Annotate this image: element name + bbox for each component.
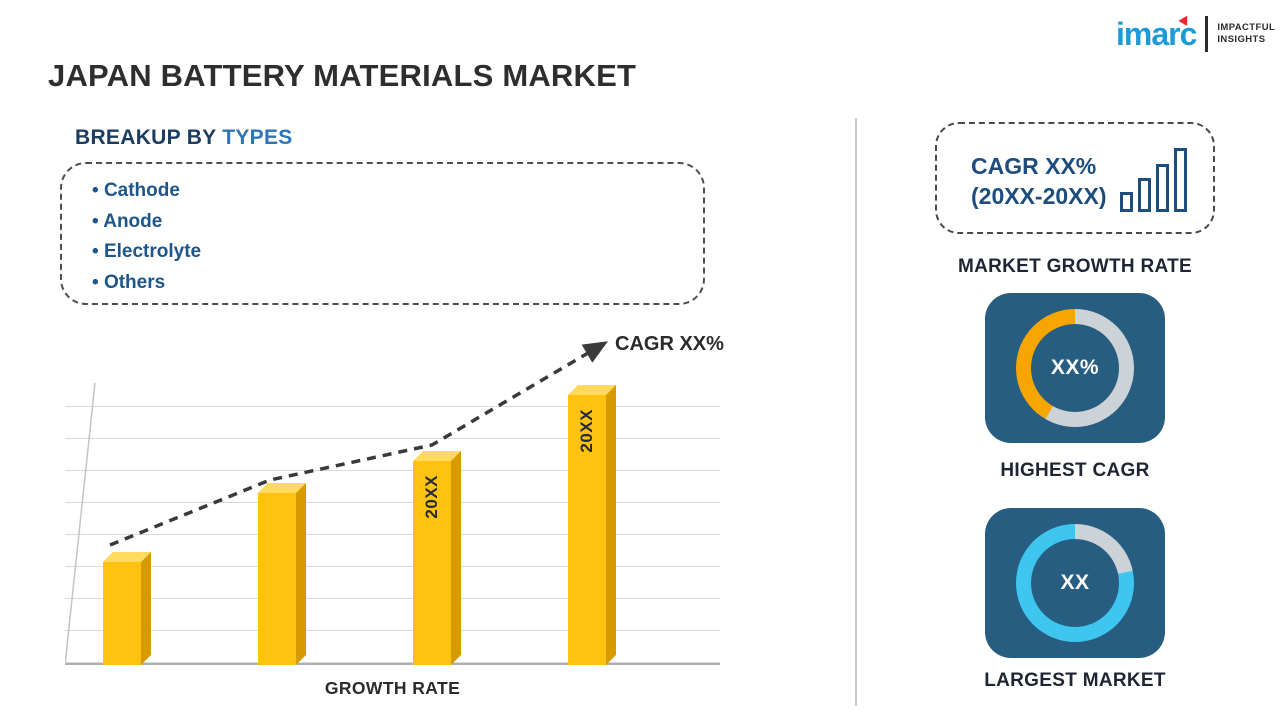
chart-plot-area [65, 378, 720, 665]
vertical-divider [855, 118, 857, 706]
bar-icon-2 [1138, 178, 1151, 212]
logo-tagline-line2: INSIGHTS [1217, 34, 1266, 45]
breakup-list: Cathode Anode Electrolyte Others [62, 164, 703, 298]
cagr-box-text: CAGR XX% (20XX-20XX) [971, 151, 1107, 211]
bar-icon-1 [1120, 192, 1133, 212]
list-item: Anode [92, 207, 703, 238]
cagr-annotation: CAGR XX% [615, 333, 724, 355]
logo-brand-text: imarc [1116, 16, 1197, 52]
bar-4: 20XX [568, 385, 616, 665]
largest-market-value: XX [1060, 571, 1090, 594]
breakup-heading-prefix: BREAKUP BY [75, 126, 217, 149]
logo-tagline-line1: IMPACTFUL [1217, 22, 1276, 33]
highest-cagr-value: XX% [1050, 356, 1100, 379]
bar-icon-4 [1174, 148, 1187, 212]
bar-label: 20XX [577, 409, 596, 453]
logo-divider [1205, 16, 1209, 52]
bar-2 [258, 483, 306, 665]
logo-tagline: IMPACTFUL INSIGHTS [1217, 22, 1275, 46]
bar-side-face [296, 483, 306, 665]
imarc-logo: imarc IMPACTFUL INSIGHTS [1116, 13, 1275, 52]
list-item: Electrolyte [92, 237, 703, 268]
largest-market-donut: XX [1016, 524, 1134, 642]
bar-3: 20XX [413, 451, 461, 665]
largest-market-label: LARGEST MARKET [984, 670, 1166, 691]
list-item: Cathode [92, 176, 703, 207]
cagr-box-line1: CAGR XX% [971, 153, 1097, 179]
bar-1 [103, 552, 151, 665]
growth-rate-bar-chart: 20XX 20XX CAGR XX% GROWTH RATE [65, 333, 724, 698]
cagr-box-line2: (20XX-20XX) [971, 183, 1107, 209]
highest-cagr-donut: XX% [1016, 309, 1134, 427]
donut-hole: XX% [1031, 324, 1119, 412]
donut-hole: XX [1031, 539, 1119, 627]
page-title: JAPAN BATTERY MATERIALS MARKET [48, 58, 637, 93]
bar-label: 20XX [422, 475, 441, 519]
highest-cagr-tile: XX% [985, 293, 1165, 443]
cagr-box: CAGR XX% (20XX-20XX) [935, 122, 1215, 234]
bar-side-face [451, 451, 461, 665]
bar-side-face [606, 385, 616, 665]
bar-side-face [141, 552, 151, 665]
breakup-heading-accent: TYPES [222, 126, 293, 149]
bar-chart-icon [1120, 148, 1187, 212]
market-growth-rate-label: MARKET GROWTH RATE [957, 256, 1193, 277]
logo-brand: imarc [1116, 13, 1197, 52]
breakup-heading: BREAKUP BY TYPES [75, 126, 293, 150]
largest-market-tile: XX [985, 508, 1165, 658]
chart-x-axis-label: GROWTH RATE [324, 678, 461, 698]
breakup-list-box: Cathode Anode Electrolyte Others [60, 162, 705, 305]
highest-cagr-label: HIGHEST CAGR [1000, 460, 1150, 481]
list-item: Others [92, 268, 703, 299]
bar-icon-3 [1156, 164, 1169, 212]
